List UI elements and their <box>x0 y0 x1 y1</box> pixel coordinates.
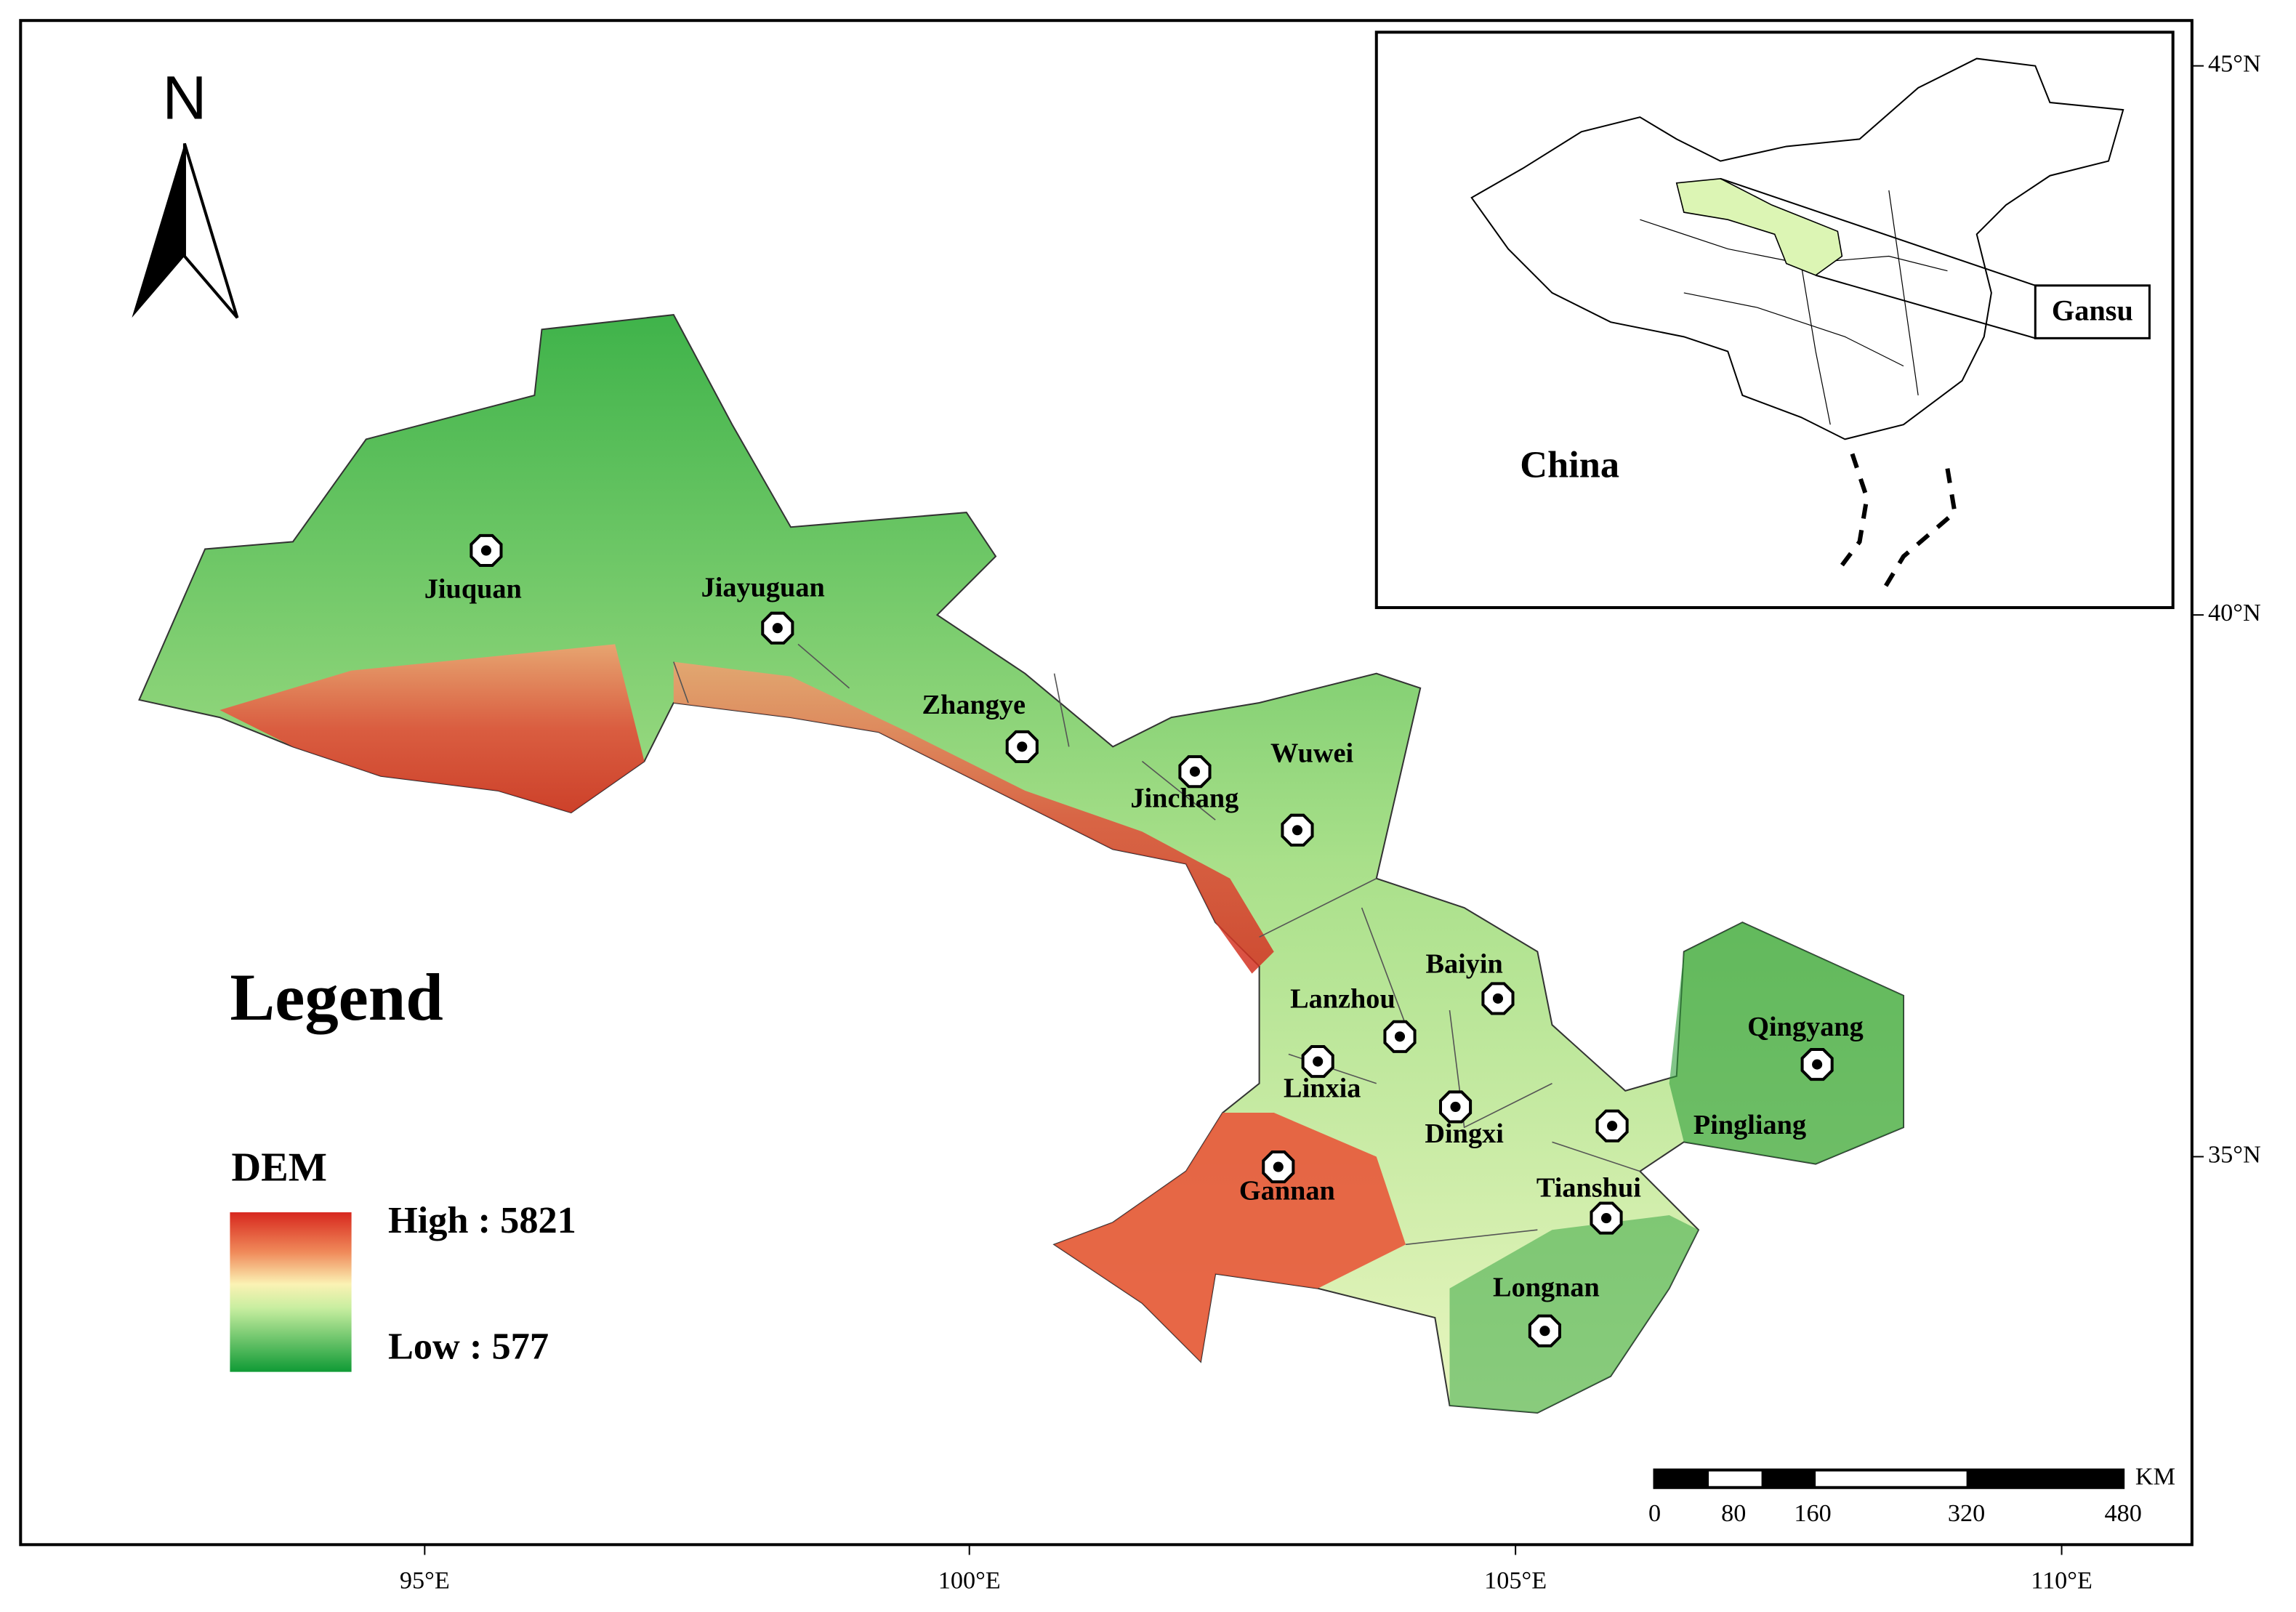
north-label: N <box>162 63 206 132</box>
city-label: Dingxi <box>1425 1119 1504 1149</box>
lat-label: 35°N <box>2208 1140 2261 1168</box>
inset-province: Gansu <box>2052 294 2133 326</box>
city-dot <box>1394 1031 1406 1042</box>
city-dot <box>772 623 783 634</box>
city-label: Linxia <box>1284 1073 1361 1104</box>
city-label: Jiayuguan <box>701 573 825 603</box>
city-dot <box>1292 825 1303 836</box>
scale-label: 480 <box>2104 1499 2141 1527</box>
city-dot <box>1600 1213 1612 1224</box>
city-dot <box>1313 1056 1324 1067</box>
city-dot <box>1492 993 1504 1004</box>
scale-bar: KM 0 80 160 320 480 <box>1648 1463 2175 1527</box>
city-label: Longnan <box>1493 1273 1600 1303</box>
inset-country: China <box>1520 444 1619 486</box>
city-label: Wuwei <box>1270 738 1353 768</box>
lat-label: 40°N <box>2208 599 2261 626</box>
city-dot <box>1812 1059 1823 1070</box>
lon-label: 110°E <box>2031 1567 2092 1595</box>
city-label: Pingliang <box>1693 1110 1806 1140</box>
city-label: Tianshui <box>1536 1173 1641 1204</box>
city-dot <box>1273 1161 1284 1172</box>
lon-label: 95°E <box>400 1567 450 1595</box>
city-dot <box>1607 1121 1618 1132</box>
city-label: Baiyin <box>1425 948 1502 979</box>
scale-label: 0 <box>1648 1499 1661 1527</box>
legend-low: Low : 577 <box>388 1325 549 1367</box>
legend-layer: DEM <box>231 1145 327 1190</box>
city-dot <box>1539 1326 1550 1337</box>
gansu-dem <box>138 314 1905 1414</box>
lon-label: 105°E <box>1484 1567 1547 1595</box>
city-label: Lanzhou <box>1290 984 1395 1015</box>
scale-unit: KM <box>2135 1463 2175 1491</box>
legend-title: Legend <box>230 960 443 1035</box>
city-label: Jinchang <box>1130 783 1238 814</box>
lat-label: 45°N <box>2208 50 2261 78</box>
city-dot <box>1017 741 1028 752</box>
city-dot <box>480 545 491 556</box>
city-dot <box>1189 766 1201 777</box>
city-label: Qingyang <box>1747 1012 1864 1042</box>
scale-label: 320 <box>1948 1499 1985 1527</box>
city-label: Jiuquan <box>424 574 522 605</box>
city-label: Gannan <box>1239 1176 1335 1206</box>
scale-label: 80 <box>1721 1499 1746 1527</box>
city-dot <box>1450 1101 1461 1113</box>
north-arrow: N <box>132 63 239 319</box>
lon-label: 100°E <box>938 1567 1001 1595</box>
city-label: Zhangye <box>922 690 1026 720</box>
scale-label: 160 <box>1794 1499 1831 1527</box>
legend-high: High : 5821 <box>388 1199 576 1241</box>
inset-map: Gansu China <box>1374 31 2175 610</box>
map-frame <box>19 19 2194 1547</box>
legend-ramp <box>230 1212 352 1372</box>
